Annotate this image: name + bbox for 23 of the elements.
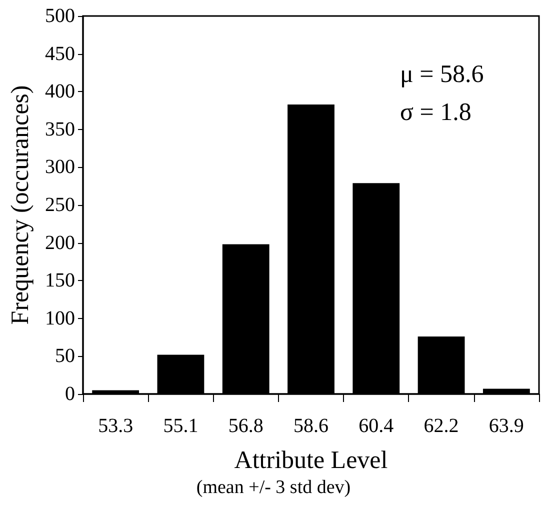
- y-tick-label: 500: [45, 5, 75, 27]
- x-tick-label: 60.4: [358, 415, 394, 437]
- y-tick-label: 300: [45, 156, 75, 178]
- x-tick-label: 55.1: [163, 415, 198, 437]
- x-tick-label: 63.9: [488, 415, 524, 437]
- y-tick-label: 400: [45, 80, 75, 103]
- y-tick-label: 100: [45, 307, 75, 330]
- annotation: μ = 58.6: [400, 61, 484, 88]
- x-tick-label: 58.6: [294, 415, 328, 437]
- y-tick-label: 50: [55, 345, 75, 368]
- y-tick-label: 350: [45, 118, 75, 140]
- y-tick-label: 0: [65, 383, 75, 405]
- x-tick-label: 62.2: [424, 415, 459, 437]
- y-tick-label: 450: [45, 42, 75, 65]
- text: (mean +/- 3 std dev): [196, 477, 351, 498]
- y-tick-label: 250: [45, 194, 75, 216]
- x-tick-label: 53.3: [98, 415, 134, 437]
- x-axis-title: Attribute Level: [234, 447, 388, 474]
- y-tick-label: 200: [45, 232, 75, 254]
- annotation: σ = 1.8: [400, 99, 472, 126]
- y-tick-label: 150: [45, 270, 75, 292]
- y-axis-title: Frequency (occurances): [7, 85, 34, 325]
- x-tick-label: 56.8: [228, 415, 264, 437]
